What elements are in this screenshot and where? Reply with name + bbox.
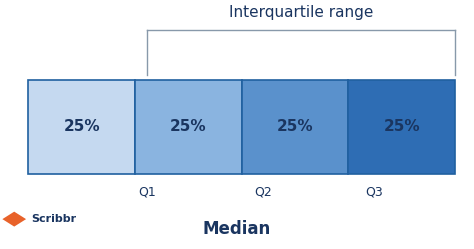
Text: 25%: 25%: [64, 120, 100, 134]
Bar: [348, 80, 455, 174]
Text: Q2: Q2: [254, 186, 272, 198]
Text: Interquartile range: Interquartile range: [229, 5, 373, 20]
Text: Q1: Q1: [138, 186, 156, 198]
Bar: [28, 80, 135, 174]
Text: Median: Median: [203, 220, 271, 238]
Polygon shape: [2, 212, 26, 227]
Bar: [242, 80, 348, 174]
Text: Scribbr: Scribbr: [31, 214, 76, 224]
Text: Q3: Q3: [365, 186, 383, 198]
Text: 25%: 25%: [383, 120, 420, 134]
Text: 25%: 25%: [277, 120, 313, 134]
Text: 25%: 25%: [170, 120, 207, 134]
Bar: [135, 80, 242, 174]
